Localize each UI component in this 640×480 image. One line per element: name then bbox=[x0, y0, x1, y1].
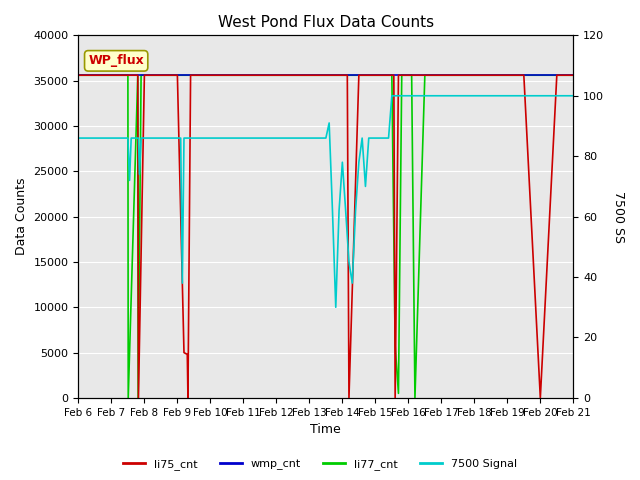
Y-axis label: Data Counts: Data Counts bbox=[15, 178, 28, 255]
Title: West Pond Flux Data Counts: West Pond Flux Data Counts bbox=[218, 15, 434, 30]
X-axis label: Time: Time bbox=[310, 423, 341, 436]
Text: WP_flux: WP_flux bbox=[88, 54, 144, 67]
Y-axis label: 7500 SS: 7500 SS bbox=[612, 191, 625, 242]
Legend: li75_cnt, wmp_cnt, li77_cnt, 7500 Signal: li75_cnt, wmp_cnt, li77_cnt, 7500 Signal bbox=[118, 455, 522, 474]
